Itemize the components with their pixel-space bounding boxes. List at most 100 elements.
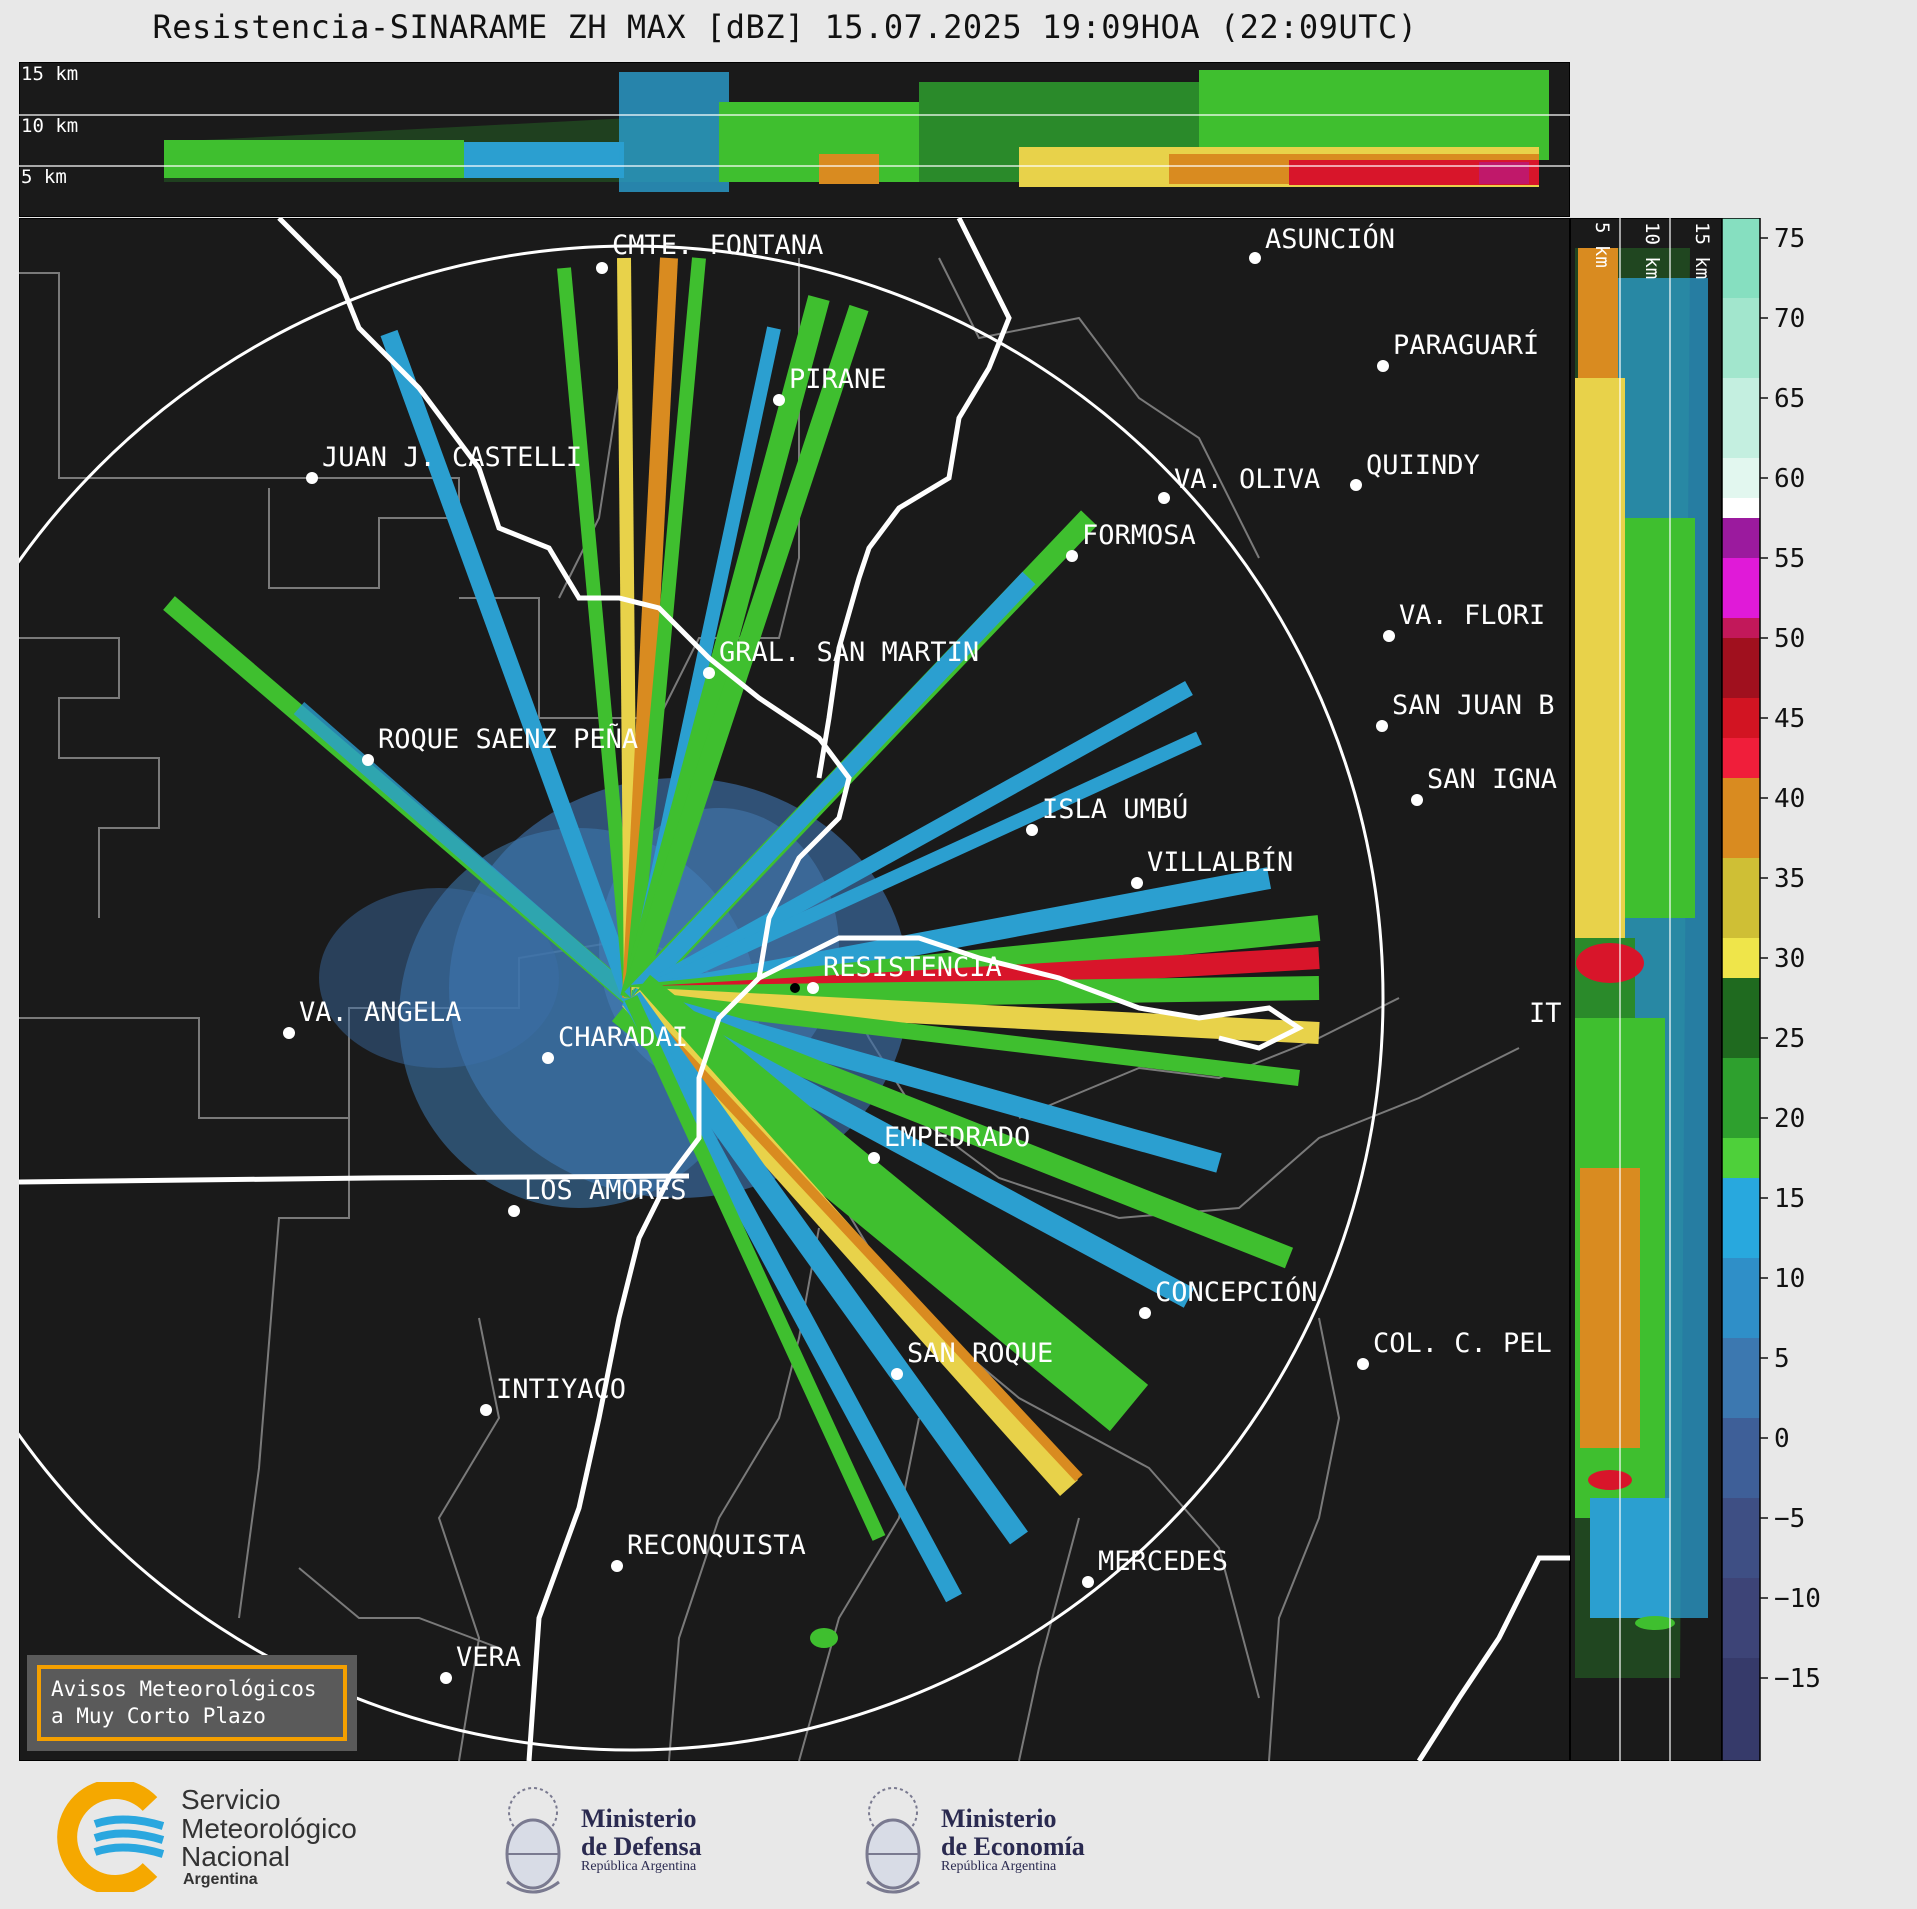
echo-blob xyxy=(1635,1616,1675,1630)
defensa-line2: de Defensa xyxy=(581,1831,702,1861)
colorbar-band xyxy=(1722,638,1760,698)
top-echo-bands xyxy=(164,70,1549,192)
city-label-charadai: CHARADAI xyxy=(558,1022,688,1053)
colorbar-tick-label: 40 xyxy=(1774,784,1805,814)
city-marker-va-oliva xyxy=(1158,492,1170,504)
city-marker-roque-saenz-pena xyxy=(362,754,374,766)
city-marker-gral-san-martin xyxy=(703,667,715,679)
colorbar-tick-label: 25 xyxy=(1774,1024,1805,1054)
echo-band xyxy=(619,72,729,192)
city-label-ita-ibate: IT xyxy=(1529,998,1562,1029)
echo-spoke xyxy=(380,329,640,1002)
city-label-isla-umbu: ISLA UMBÚ xyxy=(1042,793,1188,825)
city-marker-san-ignacio xyxy=(1411,794,1423,806)
echo-clutter xyxy=(319,888,559,1068)
colorbar-tick-label: 45 xyxy=(1774,704,1805,734)
echo-band xyxy=(1578,248,1618,378)
city-label-mercedes: MERCEDES xyxy=(1098,1546,1228,1577)
city-marker-mercedes xyxy=(1082,1576,1094,1588)
echo-spoke xyxy=(630,990,1300,1086)
colorbar-tick-label: 60 xyxy=(1774,464,1805,494)
colorbar-band xyxy=(1722,1338,1760,1418)
echo-band xyxy=(464,142,624,178)
colorbar-band xyxy=(1722,518,1760,558)
city-marker-resistencia xyxy=(807,982,819,994)
city-label-intiyaco: INTIYACO xyxy=(496,1374,626,1405)
colorbar-bands xyxy=(1722,218,1760,1761)
echo-spoke xyxy=(624,257,706,999)
warning-box: Avisos Meteorológicos a Muy Corto Plazo xyxy=(27,1655,357,1751)
city-marker-formosa xyxy=(1066,550,1078,562)
echo-spoke xyxy=(624,571,1036,1005)
colorbar-tick-label: 65 xyxy=(1774,384,1805,414)
city-label-quiindy: QUIINDY xyxy=(1366,450,1480,481)
city-marker-vera xyxy=(440,1672,452,1684)
height-label-15km: 15 km xyxy=(21,63,78,85)
colorbar-tick-label: −5 xyxy=(1774,1504,1805,1534)
echo-blob xyxy=(810,1628,838,1648)
radar-map: CMTE. FONTANA ASUNCIÓN PARAGUARÍ PIRANE … xyxy=(19,218,1570,1761)
radar-site-marker xyxy=(790,983,800,993)
echo-spoke xyxy=(626,987,1294,1269)
smn-line3: Nacional xyxy=(181,1841,290,1873)
colorbar-tick-label: −15 xyxy=(1774,1664,1821,1694)
city-label-san-roque: SAN ROQUE xyxy=(907,1338,1053,1369)
colorbar-tick-label: 75 xyxy=(1774,224,1805,254)
warning-box-border xyxy=(37,1665,347,1741)
echo-band xyxy=(1590,1498,1670,1618)
side-echo-bands xyxy=(1575,248,1708,1678)
echo-spoke xyxy=(611,974,1149,1432)
city-marker-paraguari xyxy=(1377,360,1389,372)
city-label-reconquista: RECONQUISTA xyxy=(627,1530,806,1561)
city-label-empedrado: EMPEDRADO xyxy=(884,1122,1030,1153)
city-marker-villalbin xyxy=(1131,877,1143,889)
colorbar-band xyxy=(1722,298,1760,378)
height-label-10km: 10 km xyxy=(1641,222,1663,279)
defensa-logo: Ministerio de Defensa República Argentin… xyxy=(495,1778,702,1902)
colorbar-band xyxy=(1722,738,1760,778)
colorbar-band xyxy=(1722,1178,1760,1258)
city-marker-los-amores xyxy=(508,1205,520,1217)
echo-band xyxy=(1580,1168,1640,1448)
city-label-cmte-fontana: CMTE. FONTANA xyxy=(612,230,823,261)
city-marker-reconquista xyxy=(611,1560,623,1572)
echo-spoke xyxy=(627,681,1193,1005)
city-marker-pirane xyxy=(773,394,785,406)
echo-band xyxy=(1479,162,1529,184)
colorbar-band xyxy=(1722,1258,1760,1338)
colorbar-band xyxy=(1722,618,1760,638)
echo-clutter xyxy=(399,828,759,1208)
city-marker-san-roque xyxy=(891,1368,903,1380)
colorbar-band xyxy=(1722,1418,1760,1498)
colorbar-tick-label: −10 xyxy=(1774,1584,1821,1614)
city-marker-san-juan-b xyxy=(1376,720,1388,732)
colorbar-tick-label: 70 xyxy=(1774,304,1805,334)
economia-line2: de Economía xyxy=(941,1831,1085,1861)
city-label-san-juan-b: SAN JUAN B xyxy=(1392,690,1555,721)
echo-spoke xyxy=(624,995,886,1541)
city-label-asuncion: ASUNCIÓN xyxy=(1265,223,1395,255)
echo-spoke xyxy=(628,731,1202,1005)
height-label-10km: 10 km xyxy=(21,115,78,137)
colorbar-band xyxy=(1722,778,1760,858)
city-label-los-amores: LOS AMORES xyxy=(524,1175,687,1206)
colorbar-band xyxy=(1722,378,1760,458)
echo-spoke xyxy=(557,267,638,999)
city-marker-concepcion xyxy=(1139,1307,1151,1319)
colorbar-band xyxy=(1722,698,1760,738)
echo-spoke xyxy=(621,304,869,1002)
argentina-shield-icon xyxy=(505,1787,561,1894)
colorbar-band xyxy=(1722,1058,1760,1138)
chart-title: Resistencia-SINARAME ZH MAX [dBZ] 15.07.… xyxy=(152,8,1418,46)
colorbar-band xyxy=(1722,498,1760,518)
colorbar-band xyxy=(1722,1658,1760,1761)
colorbar-band xyxy=(1722,1498,1760,1578)
side-cross-section-panel: 5 km 10 km 15 km xyxy=(1570,218,1722,1761)
colorbar-tick-label: 0 xyxy=(1774,1424,1790,1454)
echo-spoke xyxy=(623,993,962,1603)
echo-band xyxy=(164,140,464,178)
height-label-5km: 5 km xyxy=(1591,222,1613,268)
city-marker-asuncion xyxy=(1249,252,1261,264)
